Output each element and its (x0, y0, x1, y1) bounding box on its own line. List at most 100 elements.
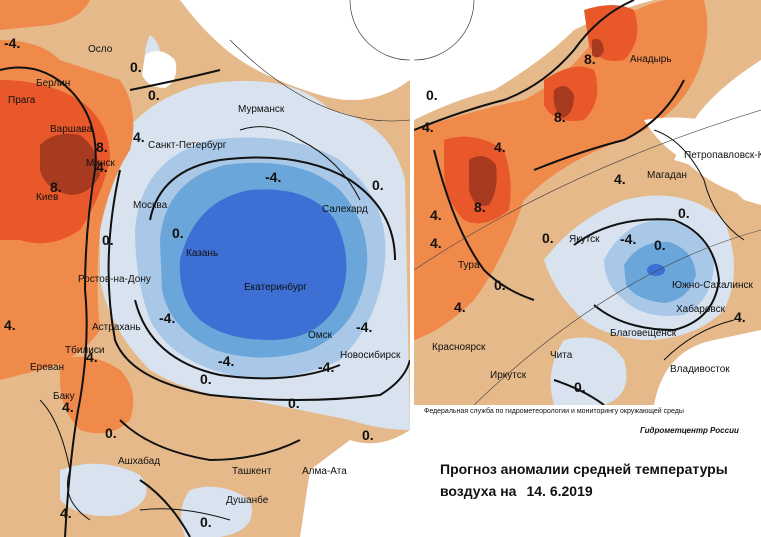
city-irkutsk: Иркутск (490, 370, 527, 381)
iso-label: 0. (200, 514, 212, 530)
right-isotherms (414, 0, 721, 405)
iso-label: 4. (133, 129, 145, 145)
iso-label: 0. (542, 230, 554, 246)
city-blagoveshchensk: Благовещенск (610, 328, 677, 339)
city-petropavlovsk: Петропавловск-Камчатский (684, 150, 761, 161)
left-cool-south-2 (181, 486, 252, 537)
panel-divider (410, 0, 414, 537)
city-baku: Баку (53, 391, 75, 402)
iso-label: -4. (218, 353, 234, 369)
city-moscow: Москва (133, 200, 168, 211)
iso-label: 0. (678, 205, 690, 221)
left-map: Осло Берлин Прага Варшава Минск Киев Сан… (0, 0, 410, 537)
city-praga: Прага (8, 95, 36, 106)
iso-label: 0. (148, 87, 160, 103)
iso-label: 0. (654, 237, 666, 253)
city-tbilisi: Тбилиси (65, 344, 104, 356)
city-rostov: Ростов-на-Дону (78, 274, 151, 285)
left-cold-core (179, 189, 347, 340)
city-ekaterinburg: Екатеринбург (244, 281, 307, 293)
city-ashgabat: Ашхабад (118, 455, 160, 467)
title-prefix: воздуха на (440, 483, 517, 499)
iso-label: -4. (620, 231, 636, 247)
city-erevan: Ереван (30, 362, 64, 373)
iso-label: 4. (62, 399, 74, 415)
city-chita: Чита (550, 350, 573, 361)
right-cool-south (550, 337, 627, 405)
left-coastlines (39, 126, 361, 521)
city-almaty: Алма-Ата (302, 466, 347, 477)
city-novosibirsk: Новосибирск (340, 349, 401, 361)
right-map: Анадырь Петропавловск-Камчатский Магадан… (414, 0, 761, 405)
city-oslo: Осло (88, 44, 113, 55)
left-latitude-line (229, 39, 410, 122)
iso-label: 0. (200, 371, 212, 387)
left-hot-core (40, 133, 100, 195)
city-berlin: Берлин (36, 78, 70, 89)
right-hot-core-1 (469, 156, 497, 206)
left-isotherms (0, 66, 410, 537)
forecast-date: 14. 6.2019 (526, 483, 593, 499)
iso-label: 0. (102, 232, 114, 248)
iso-label: 4. (86, 349, 98, 365)
iso-label: 4. (430, 235, 442, 251)
city-vladivostok: Владивосток (670, 364, 730, 375)
iso-label: -4. (265, 169, 281, 185)
iso-label: 0. (494, 277, 506, 293)
iso-label: 8. (96, 139, 108, 155)
right-graticule (414, 109, 761, 405)
right-map-panel: Анадырь Петропавловск-Камчатский Магадан… (414, 0, 761, 405)
city-spb: Санкт-Петербург (148, 139, 227, 151)
iso-label: -4. (159, 310, 175, 326)
right-hot-core-3 (592, 38, 604, 58)
left-cool-north-spot (142, 51, 177, 88)
city-krasnoyarsk: Красноярск (432, 342, 486, 353)
title-line-1: Прогноз аномалии средней температуры (440, 461, 728, 477)
city-magadan: Магадан (647, 170, 687, 181)
iso-label: 8. (584, 51, 596, 67)
agency-credit: Федеральная служба по гидрометеорологии … (424, 408, 684, 415)
city-tura: Тура (458, 260, 480, 271)
iso-label: 4. (454, 299, 466, 315)
iso-label: -4. (356, 319, 372, 335)
city-omsk: Омск (308, 330, 333, 341)
right-hot-core-2 (553, 86, 574, 118)
iso-label: 4. (734, 309, 746, 325)
center-credit: Гидрометцентр России (640, 426, 739, 435)
city-murmansk: Мурманск (238, 104, 285, 115)
iso-label: 0. (372, 177, 384, 193)
iso-label: 4. (430, 207, 442, 223)
iso-label: 4. (4, 317, 16, 333)
right-okhotsk-area (644, 117, 761, 200)
city-dushanbe: Душанбе (226, 494, 269, 506)
iso-label: 8. (474, 199, 486, 215)
right-warm-mid-zone (414, 0, 708, 340)
right-ocean-area (654, 330, 761, 405)
iso-label: 0. (362, 427, 374, 443)
iso-label: 0. (172, 225, 184, 241)
city-kazan: Казань (186, 248, 218, 259)
iso-label: 4. (422, 119, 434, 135)
iso-label: 4. (96, 159, 108, 175)
iso-label: 0. (426, 87, 438, 103)
city-tashkent: Ташкент (232, 466, 272, 477)
left-cool-south-1 (60, 463, 147, 516)
city-salekhard: Салехард (322, 204, 368, 215)
city-astrakhan: Астрахань (92, 322, 141, 333)
city-yuzhno: Южно-Сахалинск (672, 280, 753, 291)
iso-label: 4. (494, 139, 506, 155)
iso-label: 8. (554, 109, 566, 125)
iso-label: 0. (574, 379, 586, 395)
iso-label: 0. (105, 425, 117, 441)
right-arctic-area (514, 0, 584, 40)
city-yakutsk: Якутск (569, 234, 600, 245)
right-coastlines (653, 129, 745, 361)
iso-label: 8. (50, 179, 62, 195)
title-line-2: воздуха на 14. 6.2019 (440, 480, 728, 502)
left-map-panel: Осло Берлин Прага Варшава Минск Киев Сан… (0, 0, 410, 537)
iso-label: 4. (614, 171, 626, 187)
left-arctic-area (180, 0, 410, 100)
city-khabarovsk: Хабаровск (676, 303, 726, 315)
iso-label: 0. (288, 395, 300, 411)
left-warm-north (0, 0, 90, 30)
